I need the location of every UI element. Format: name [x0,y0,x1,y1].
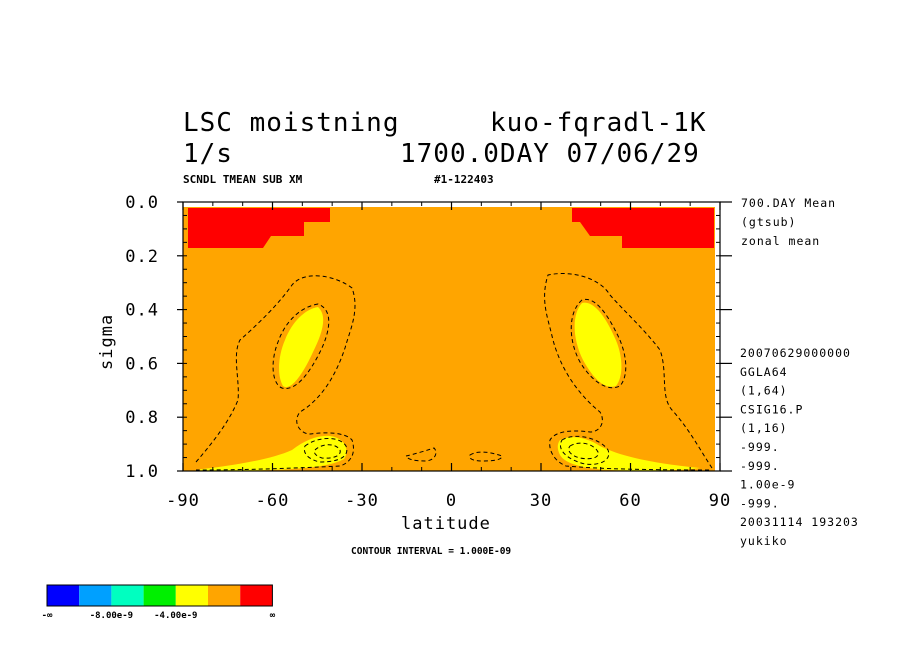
x-tick-label: 30 [530,491,552,511]
side-info-line: -999. [740,459,780,473]
contour-right-surf1 [560,435,610,465]
x-tick-label: 60 [619,491,641,511]
side-info-line: -999. [740,440,780,454]
contour-mid-right [469,451,503,462]
x-tick-label: -90 [166,491,200,511]
contour-right-outer [544,273,713,471]
contour-mid-left [405,447,437,462]
side-info-line: zonal mean [741,234,820,248]
colorbar: -∞ -8.00e-9 -4.00e-9 ∞ [42,584,276,621]
y-tick-label: 0.6 [125,354,159,374]
side-info-line: 700.DAY Mean [741,196,836,210]
side-info-line: -999. [740,496,780,510]
side-info-top: 700.DAY Mean (gtsub) zonal mean [741,196,836,248]
title-right-2: 1700.0DAY 07/06/29 [400,139,700,169]
side-info-line: 20070629000000 [740,346,851,360]
contour-interval: CONTOUR INTERVAL = 1.000E-09 [351,546,511,557]
side-info-line: (1,16) [740,421,788,435]
colorbar-swatch [143,585,176,606]
right-yellow-surface [557,437,700,471]
colorbar-swatch [79,585,112,606]
contour-right-inner [570,298,627,389]
y-axis-label: sigma [97,314,117,370]
side-info-bottom: 20070629000000 GGLA64 (1,64) CSIG16.P (1,16)… [740,346,859,548]
title-left-1: LSC moistning [183,108,400,138]
plot-area [183,207,715,471]
colorbar-swatch [111,585,144,606]
colorbar-label: -∞ [42,611,53,621]
contour-left-surf1 [303,438,348,463]
x-tick-label: -60 [256,491,290,511]
side-info-line: 1.00e-9 [740,478,795,492]
title-right-1: kuo-fqradl-1K [490,108,707,138]
colorbar-swatch [47,585,80,606]
subtitle-left: SCNDL TMEAN SUB XM [183,173,303,186]
colorbar-swatch [240,585,273,606]
subtitle-right: #1-122403 [434,173,494,186]
top-left-gap [183,207,188,249]
side-info-line: GGLA64 [740,365,788,379]
colorbar-label: -8.00e-9 [90,611,133,621]
contour-left-surf2 [313,444,341,459]
x-tick-label: 0 [446,491,457,511]
dashed-contours [195,273,713,471]
side-info-line: (gtsub) [741,215,796,229]
contour-right-surf2 [568,442,599,460]
side-info-line: (1,64) [740,384,788,398]
y-tick-label: 0.2 [125,247,159,267]
contour-left-inner [272,303,330,389]
colorbar-label: -4.00e-9 [154,611,197,621]
x-axis-ticks: -90 -60 -30 0 30 60 90 [166,202,731,511]
background-field [183,207,715,471]
x-axis-label: latitude [401,514,491,534]
x-tick-label: -30 [345,491,379,511]
colorbar-swatch [208,585,241,606]
colorbar-frame [46,584,273,607]
upper-left-red-region [188,208,330,248]
colorbar-label: ∞ [270,611,276,621]
title-left-2: 1/s [183,139,233,169]
right-yellow-midlevel [574,302,622,387]
y-tick-label: 0.8 [125,408,159,428]
side-info-line: CSIG16.P [740,402,803,416]
side-info-line: 20031114 193203 [740,515,859,529]
left-yellow-midlevel [279,307,324,388]
y-tick-label: 1.0 [125,462,159,482]
y-tick-label: 0.4 [125,301,159,321]
contour-left-outer [195,275,356,471]
upper-right-red-region [572,208,714,248]
left-yellow-surface [195,435,347,471]
side-info-line: yukiko [740,534,788,548]
y-tick-label: 0.0 [125,193,159,213]
x-tick-label: 90 [709,491,731,511]
colorbar-swatch [175,585,208,606]
y-axis-ticks: 0.0 0.2 0.4 0.6 0.8 1.0 [125,193,732,482]
